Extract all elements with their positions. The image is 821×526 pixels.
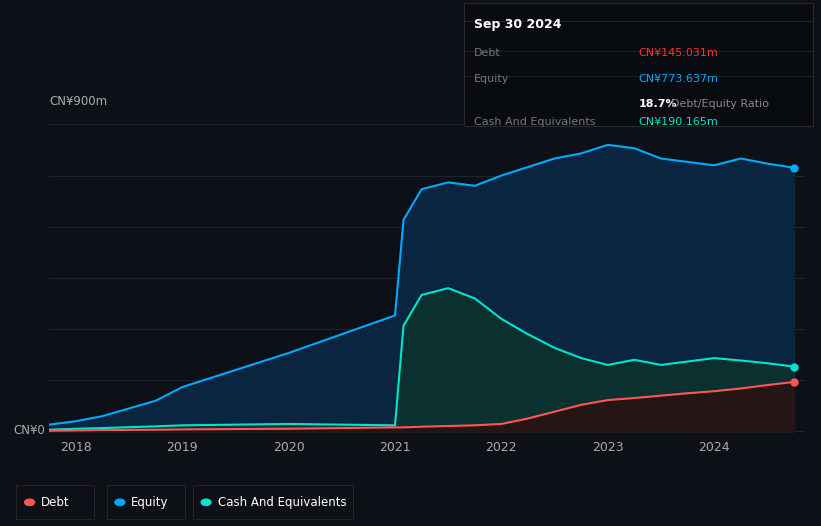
Text: Debt: Debt [41, 496, 70, 509]
Text: CN¥773.637m: CN¥773.637m [639, 74, 718, 84]
Text: CN¥190.165m: CN¥190.165m [639, 117, 718, 127]
Text: Cash And Equivalents: Cash And Equivalents [218, 496, 346, 509]
Text: CN¥900m: CN¥900m [49, 95, 108, 108]
Text: Cash And Equivalents: Cash And Equivalents [474, 117, 595, 127]
Text: Sep 30 2024: Sep 30 2024 [474, 18, 562, 32]
Text: 18.7%: 18.7% [639, 99, 677, 109]
Text: Equity: Equity [474, 74, 509, 84]
Text: Debt/Equity Ratio: Debt/Equity Ratio [672, 99, 769, 109]
Text: CN¥0: CN¥0 [14, 423, 45, 437]
Text: CN¥145.031m: CN¥145.031m [639, 48, 718, 58]
Text: Equity: Equity [131, 496, 169, 509]
Text: Debt: Debt [474, 48, 501, 58]
